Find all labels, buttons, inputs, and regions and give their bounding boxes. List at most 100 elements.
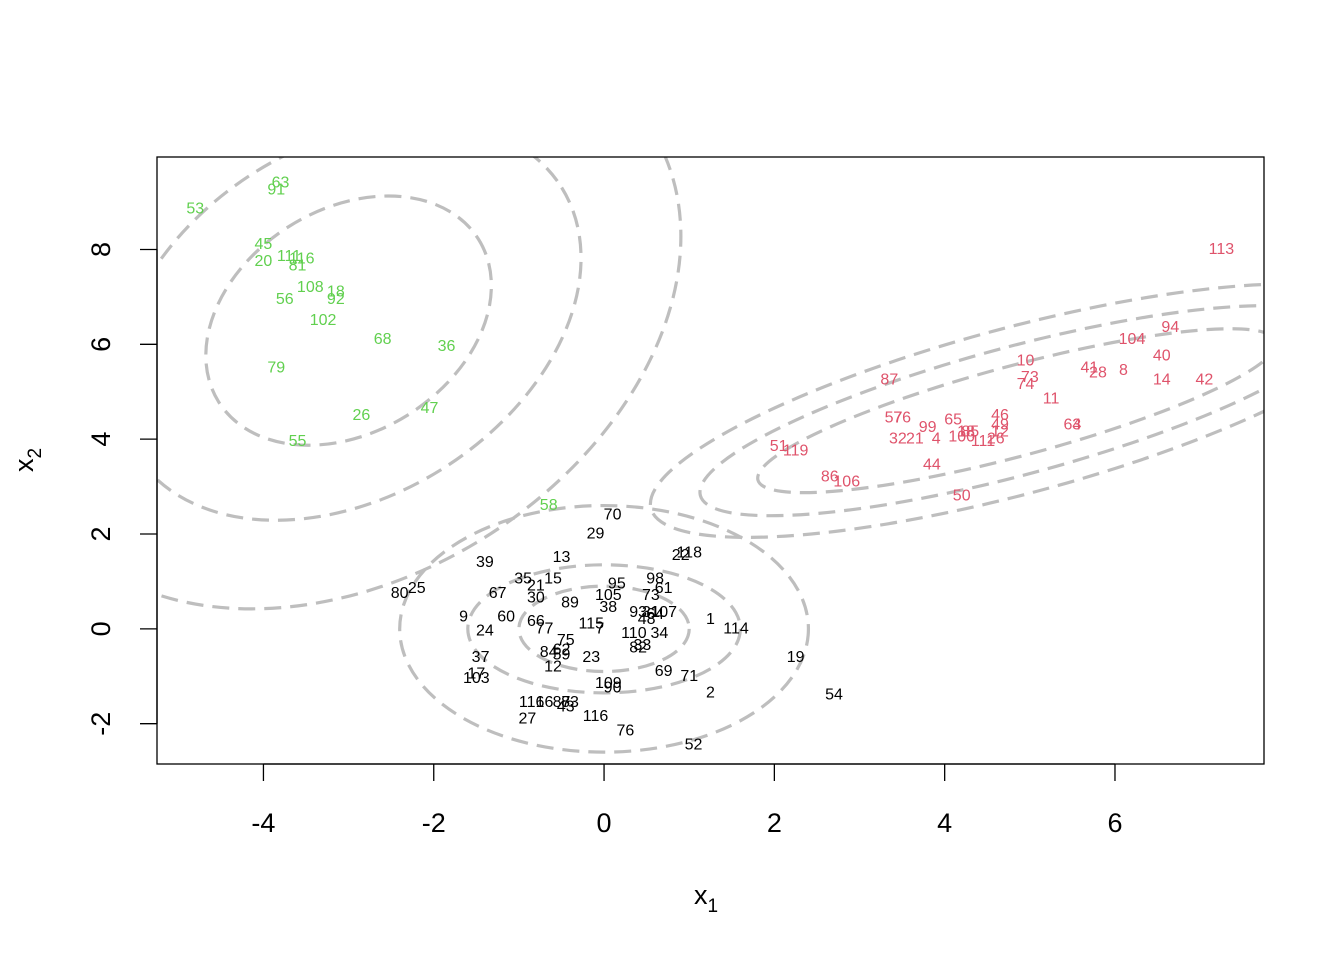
data-point-label: 116 [583,708,609,725]
data-point-label: 70 [604,507,622,524]
data-point-label: 89 [561,594,579,611]
data-point-label: 25 [408,580,426,597]
data-point-label: 100 [948,428,975,445]
data-point-label: 8 [1119,362,1128,379]
x-tick-label: 4 [937,808,952,838]
contour-ellipse [517,584,691,674]
data-point-label: 27 [519,710,537,727]
data-point-label: 42 [1195,371,1213,388]
data-point-label: 19 [787,649,805,666]
data-point-label: 111 [971,433,995,450]
data-point-label: 14 [1153,371,1171,388]
data-point-label: 93 [629,604,647,621]
contour-ellipse [157,157,583,522]
data-point-label: 79 [267,360,285,377]
data-point-label: 55 [289,433,307,450]
data-point-label: 43 [557,699,575,716]
data-point-label: 111 [277,248,301,265]
data-point-label: 29 [587,526,605,543]
data-point-label: 21 [906,431,924,448]
contour-ellipse [466,563,742,695]
data-point-label: 110 [621,625,647,642]
data-point-label: 22 [672,547,690,564]
y-tick-label: 2 [86,526,116,541]
data-point-label: 104 [1119,331,1146,348]
data-point-label: 35 [514,571,532,588]
data-point-label: 57 [885,409,903,426]
data-point-label: 58 [540,497,558,514]
data-point-label: 12 [544,658,562,675]
data-point-label: 90 [604,680,622,697]
x-tick-label: 6 [1107,808,1122,838]
data-point-label: 94 [1161,319,1179,336]
contour-ellipse [756,327,1264,495]
data-point-label: 95 [608,575,626,592]
data-point-label: 26 [987,431,1005,448]
y-axis: -2 0 2 4 6 8 [86,242,158,736]
data-point-label: 50 [953,488,971,505]
data-point-label: 13 [553,549,571,566]
y-tick-label: -2 [86,712,116,736]
data-point-label: 119 [783,443,809,460]
data-point-label: 76 [893,409,911,426]
data-point-label: 31 [642,604,660,621]
x-tick-label: 2 [767,808,782,838]
x-axis: -4 -2 0 2 4 6 [251,763,1122,838]
data-point-label: 82 [629,639,647,656]
data-point-label: 10 [1017,352,1035,369]
data-point-label: 39 [476,554,494,571]
data-point-label: 107 [650,604,677,621]
density-contours [157,157,1264,754]
data-point-label: 18 [327,284,345,301]
data-point-label: 73 [642,587,660,604]
data-point-label: 105 [595,587,622,604]
data-point-label: 62 [553,642,571,659]
data-point-label: 64 [646,606,664,623]
data-point-label: 87 [880,371,898,388]
data-point-label: 12 [991,424,1009,441]
data-point-label: 69 [655,663,673,680]
data-point-label: 87 [553,694,571,711]
data-point-label: 21 [527,578,545,595]
y-tick-label: 6 [86,337,116,352]
data-point-label: 15 [544,571,562,588]
data-point-label: 80 [391,585,409,602]
data-point-label: 28 [1089,364,1107,381]
data-point-label: 66 [527,613,545,630]
data-point-label: 116 [519,694,545,711]
data-point-label: 41 [1081,360,1099,377]
data-point-label: 53 [186,201,204,218]
x-tick-label: 0 [597,808,612,838]
data-point-label: 16 [536,694,554,711]
data-point-label: 40 [1153,348,1171,365]
data-point-label: 109 [595,675,622,692]
data-point-label: 20 [255,253,273,270]
data-point-label: 84 [540,644,558,661]
data-point-label: 106 [833,473,860,490]
data-point-label: 68 [374,331,392,348]
contour-ellipse [698,304,1264,518]
data-point-label: 4 [932,431,941,448]
data-point-label: 103 [463,670,490,687]
data-point-label: 23 [582,649,600,666]
data-point-label: 17 [467,665,485,682]
data-point-label: 32 [889,431,907,448]
x-tick-label: -4 [251,808,275,838]
contour-ellipse [398,503,811,754]
data-point-label: 24 [476,623,494,640]
data-point-label: 74 [1017,376,1035,393]
contour-ellipse [648,282,1264,539]
data-point-label: 51 [770,438,788,455]
plot-frame [156,156,1265,765]
data-point-label: 49 [991,416,1009,433]
data-point-label: 115 [579,616,605,633]
data-point-label: 77 [536,620,554,637]
data-point-label: 38 [599,599,617,616]
data-point-label: 45 [255,236,273,253]
data-point-label: 85 [961,424,979,441]
contour-ellipse [204,194,493,447]
data-point-label: 61 [655,580,673,597]
data-point-label: 67 [489,585,507,602]
data-point-label: 102 [310,312,337,329]
